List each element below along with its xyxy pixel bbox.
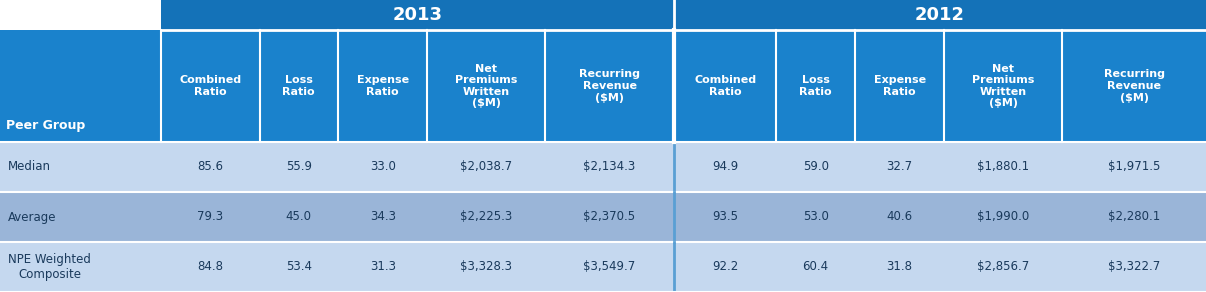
Text: $2,038.7: $2,038.7 <box>461 161 513 173</box>
Text: 40.6: 40.6 <box>886 211 913 223</box>
Text: $1,880.1: $1,880.1 <box>977 161 1029 173</box>
Text: 31.8: 31.8 <box>886 260 913 274</box>
Text: 60.4: 60.4 <box>802 260 829 274</box>
Text: Expense
Ratio: Expense Ratio <box>873 75 926 97</box>
Text: Peer Group: Peer Group <box>6 119 86 132</box>
Bar <box>162 0 674 30</box>
Text: 55.9: 55.9 <box>286 161 312 173</box>
Text: Loss
Ratio: Loss Ratio <box>800 75 832 97</box>
Text: Loss
Ratio: Loss Ratio <box>282 75 315 97</box>
Text: 2013: 2013 <box>393 6 443 24</box>
Text: Net
Premiums
Written
($M): Net Premiums Written ($M) <box>455 64 517 108</box>
Text: $2,134.3: $2,134.3 <box>584 161 636 173</box>
Text: 93.5: 93.5 <box>712 211 738 223</box>
Text: 32.7: 32.7 <box>886 161 913 173</box>
Text: Combined
Ratio: Combined Ratio <box>180 75 241 97</box>
Text: Recurring
Revenue
($M): Recurring Revenue ($M) <box>579 69 640 102</box>
Text: $3,549.7: $3,549.7 <box>584 260 636 274</box>
Text: $3,322.7: $3,322.7 <box>1108 260 1160 274</box>
Text: 92.2: 92.2 <box>712 260 738 274</box>
Text: $2,856.7: $2,856.7 <box>977 260 1029 274</box>
Text: 31.3: 31.3 <box>370 260 396 274</box>
Text: $3,328.3: $3,328.3 <box>461 260 513 274</box>
Text: 53.0: 53.0 <box>803 211 829 223</box>
Text: 94.9: 94.9 <box>712 161 738 173</box>
Text: 53.4: 53.4 <box>286 260 312 274</box>
Bar <box>0 30 1206 142</box>
Text: 45.0: 45.0 <box>286 211 312 223</box>
Bar <box>0 142 1206 192</box>
Text: 33.0: 33.0 <box>370 161 396 173</box>
Text: 84.8: 84.8 <box>198 260 223 274</box>
Text: $1,990.0: $1,990.0 <box>977 211 1029 223</box>
Bar <box>674 0 1206 30</box>
Text: Net
Premiums
Written
($M): Net Premiums Written ($M) <box>972 64 1035 108</box>
Bar <box>0 192 1206 242</box>
Text: $2,280.1: $2,280.1 <box>1108 211 1160 223</box>
Text: 2012: 2012 <box>915 6 965 24</box>
Text: NPE Weighted
Composite: NPE Weighted Composite <box>8 253 90 281</box>
Text: Recurring
Revenue
($M): Recurring Revenue ($M) <box>1103 69 1165 102</box>
Text: 34.3: 34.3 <box>370 211 396 223</box>
Text: 85.6: 85.6 <box>198 161 223 173</box>
Text: $2,370.5: $2,370.5 <box>584 211 636 223</box>
Text: Average: Average <box>8 211 57 223</box>
Text: 79.3: 79.3 <box>198 211 223 223</box>
Text: 59.0: 59.0 <box>803 161 829 173</box>
Text: Combined
Ratio: Combined Ratio <box>695 75 756 97</box>
Text: $1,971.5: $1,971.5 <box>1108 161 1160 173</box>
Text: Expense
Ratio: Expense Ratio <box>357 75 409 97</box>
Text: $2,225.3: $2,225.3 <box>461 211 513 223</box>
Bar <box>0 0 162 30</box>
Text: Median: Median <box>8 161 51 173</box>
Bar <box>0 242 1206 292</box>
